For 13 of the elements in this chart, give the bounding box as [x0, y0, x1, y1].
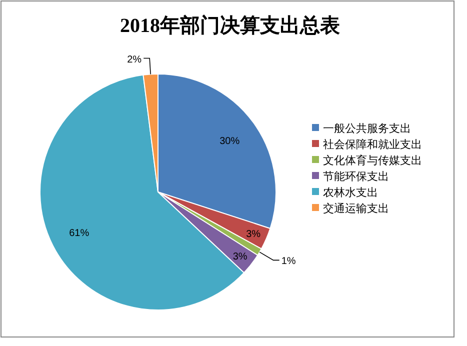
legend-label: 交通运输支出 [323, 202, 389, 215]
legend-label: 一般公共服务支出 [323, 122, 411, 135]
legend-label: 社会保障和就业支出 [323, 138, 422, 151]
data-label: 61% [69, 228, 90, 240]
legend-label: 农林水支出 [323, 186, 378, 199]
data-label: 30% [220, 136, 240, 147]
legend-label: 节能环保支出 [323, 170, 389, 183]
data-label: 3% [246, 229, 261, 240]
legend-label: 文化体育与传媒支出 [323, 154, 422, 167]
data-label: 2% [127, 54, 142, 66]
chart-title: 2018年部门决算支出总表 [120, 14, 340, 37]
data-label: 3% [232, 252, 248, 263]
data-label: 1% [281, 256, 296, 268]
